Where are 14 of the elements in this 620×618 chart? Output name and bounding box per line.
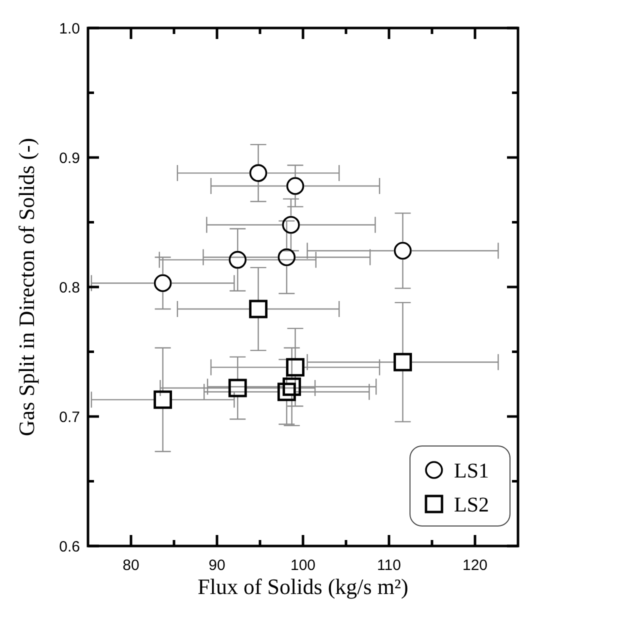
- x-tick-label: 110: [377, 557, 401, 574]
- legend-label: LS1: [454, 458, 490, 482]
- y-axis-title: Gas Split in Directon of Solids (-): [14, 138, 39, 436]
- y-tick-label: 1.0: [59, 20, 80, 38]
- y-tick-label: 0.7: [59, 408, 80, 426]
- legend-label: LS2: [454, 492, 490, 516]
- x-tick-label: 120: [462, 557, 488, 574]
- x-axis-title: Flux of Solids (kg/s m²): [198, 574, 408, 599]
- y-tick-label: 0.6: [59, 538, 80, 556]
- x-tick-label: 80: [122, 557, 140, 574]
- y-tick-label: 0.8: [59, 279, 80, 296]
- x-tick-label: 90: [208, 557, 226, 574]
- y-tick-label: 0.9: [59, 150, 80, 167]
- x-tick-label: 100: [290, 557, 316, 574]
